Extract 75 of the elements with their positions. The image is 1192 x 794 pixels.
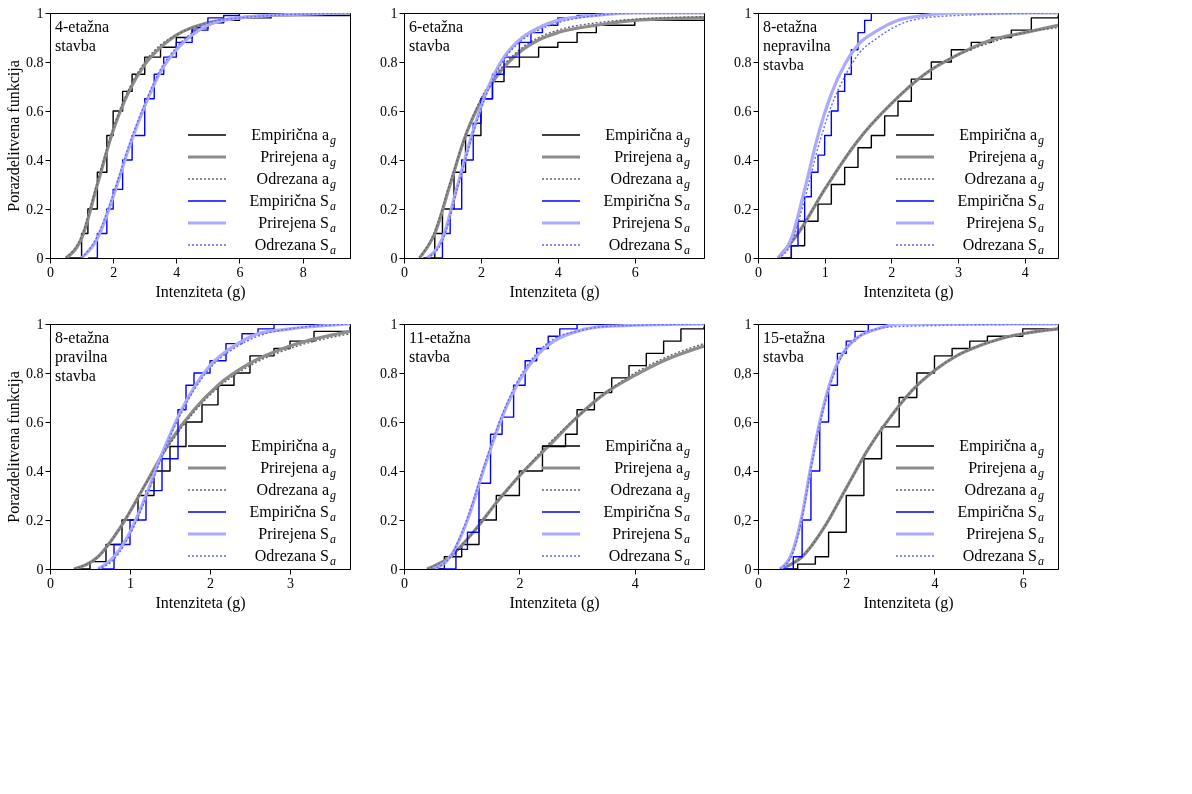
y-tick-label: 0.8: [26, 54, 44, 70]
y-tick-label: 0: [744, 561, 752, 577]
annotation: 11-etažna stavba: [409, 329, 471, 365]
y-tick-label: 0: [390, 561, 398, 577]
y-tick-label: 0: [744, 250, 752, 266]
y-tick-label: 0.8: [26, 365, 44, 381]
x-tick-label: 4: [631, 575, 639, 591]
annotation: 8-etažna pravilna stavba: [55, 329, 110, 384]
y-tick-label: 0.4: [380, 152, 398, 168]
x-tick-label: 0: [401, 575, 408, 591]
x-axis-title: Intenziteta (g): [863, 282, 954, 301]
y-tick-label: 0.6: [26, 414, 44, 430]
x-axis-title: Intenziteta (g): [509, 282, 600, 301]
y-tick-label: 1: [744, 316, 752, 332]
x-axis-title: Intenziteta (g): [509, 593, 600, 612]
y-tick-label: 0.6: [26, 103, 44, 119]
annotation: 8-etažna nepravilna stavba: [763, 18, 831, 73]
y-axis-title: Porazdelitvena funkcija: [5, 60, 23, 212]
y-tick-label: 0.2: [26, 512, 44, 528]
x-axis-title: Intenziteta (g): [155, 593, 246, 612]
x-tick-label: 4: [554, 264, 562, 280]
y-tick-label: 0.8: [380, 54, 398, 70]
x-tick-label: 0: [47, 264, 54, 280]
y-tick-label: 0.6: [380, 103, 398, 119]
y-tick-label: 0.4: [26, 152, 44, 168]
y-tick-label: 1: [36, 316, 44, 332]
y-tick-label: 0.4: [26, 463, 44, 479]
x-tick-label: 4: [173, 264, 181, 280]
x-tick-label: 8: [299, 264, 307, 280]
y-axis-title: Porazdelitvena funkcija: [5, 371, 23, 523]
y-tick-label: 0.2: [380, 512, 398, 528]
y-tick-label: 0: [36, 250, 44, 266]
x-tick-label: 6: [1019, 575, 1027, 591]
x-tick-label: 3: [955, 264, 962, 280]
x-tick-label: 0: [755, 264, 762, 280]
x-axis-title: Intenziteta (g): [155, 282, 246, 301]
x-tick-label: 6: [236, 264, 244, 280]
y-tick-label: 1: [390, 5, 398, 21]
x-tick-label: 3: [287, 575, 294, 591]
x-tick-label: 2: [477, 264, 485, 280]
y-tick-label: 0,4: [734, 463, 752, 479]
x-tick-label: 4: [931, 575, 939, 591]
annotation: 4-etažna stavba: [55, 18, 110, 54]
y-tick-label: 0.8: [734, 54, 752, 70]
y-tick-label: 1: [36, 5, 44, 21]
x-tick-label: 1: [127, 575, 134, 591]
y-tick-label: 1: [744, 5, 752, 21]
x-axis-title: Intenziteta (g): [863, 593, 954, 612]
y-tick-label: 0,2: [734, 512, 752, 528]
x-tick-label: 6: [631, 264, 639, 280]
x-tick-label: 0: [47, 575, 54, 591]
annotation: 6-etažna stavba: [409, 18, 464, 54]
y-tick-label: 0.2: [380, 201, 398, 217]
x-tick-label: 2: [843, 575, 851, 591]
y-tick-label: 0: [390, 250, 398, 266]
annotation: 15-etažna stavba: [763, 329, 826, 365]
x-tick-label: 0: [755, 575, 762, 591]
x-tick-label: 2: [207, 575, 214, 591]
y-tick-label: 0.2: [26, 201, 44, 217]
x-tick-label: 0: [401, 264, 408, 280]
y-tick-label: 0.6: [380, 414, 398, 430]
y-tick-label: 0.8: [380, 365, 398, 381]
y-tick-label: 0,6: [734, 414, 752, 430]
y-tick-label: 0.4: [734, 152, 752, 168]
x-tick-label: 2: [110, 264, 118, 280]
y-tick-label: 0.4: [380, 463, 398, 479]
y-tick-label: 1: [390, 316, 398, 332]
x-tick-label: 4: [1021, 264, 1029, 280]
x-tick-label: 2: [888, 264, 896, 280]
y-tick-label: 0,8: [734, 365, 752, 381]
x-tick-label: 1: [821, 264, 829, 280]
y-tick-label: 0.6: [734, 103, 752, 119]
x-tick-label: 2: [516, 575, 524, 591]
y-tick-label: 0: [36, 561, 44, 577]
y-tick-label: 0.2: [734, 201, 752, 217]
